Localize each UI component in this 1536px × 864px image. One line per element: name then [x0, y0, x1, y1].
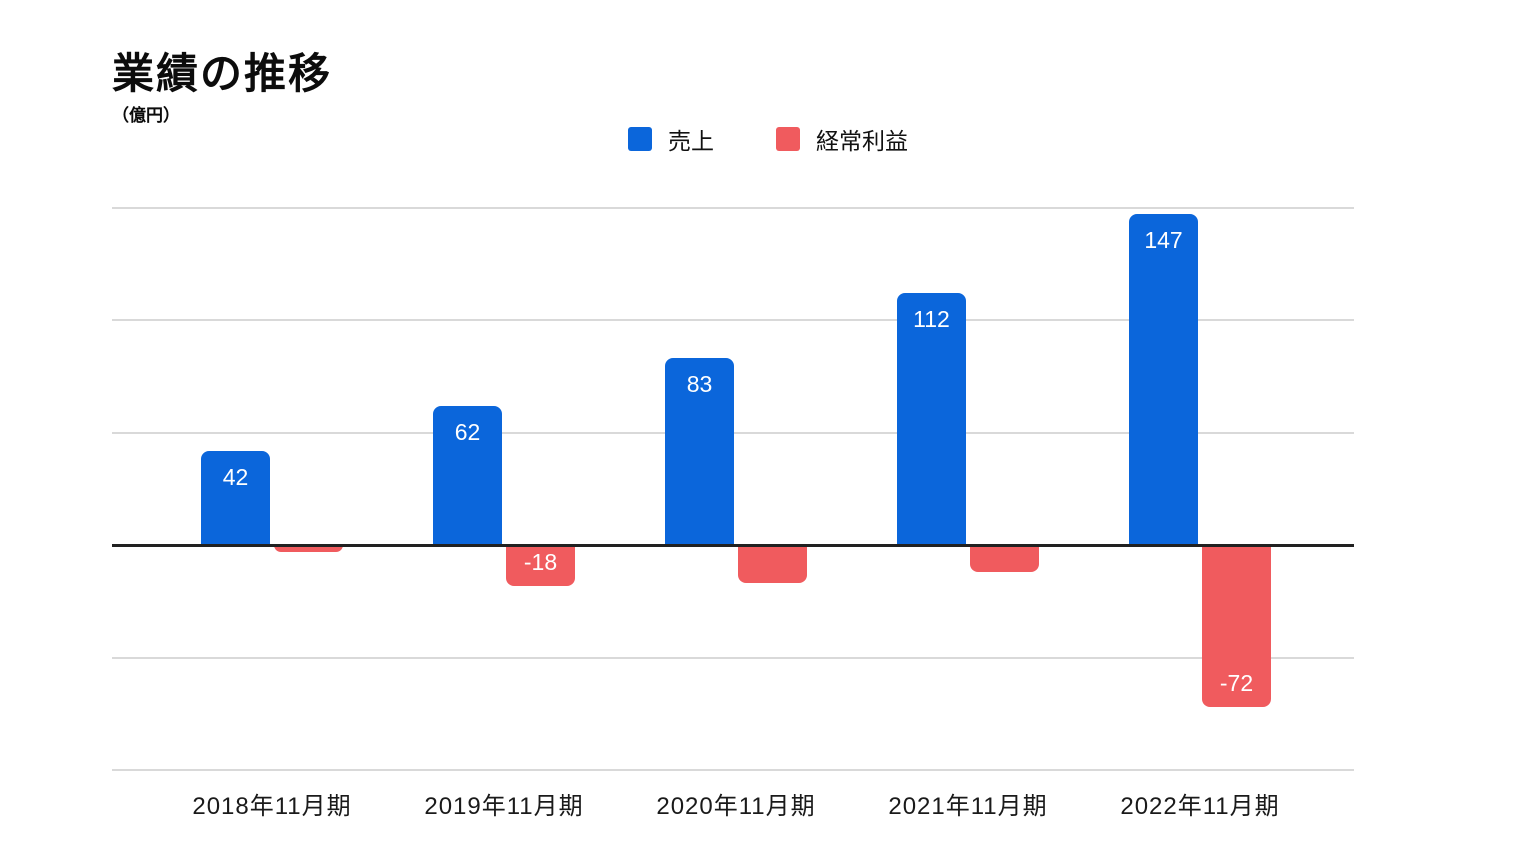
legend-label: 売上	[668, 128, 714, 154]
bar-経常利益-2019年11月期	[506, 545, 575, 586]
legend-swatch-icon	[628, 127, 652, 151]
gridline	[112, 206, 1354, 209]
unit-label: （億円）	[112, 106, 180, 125]
bar-売上-2022年11月期	[1129, 214, 1198, 545]
x-axis-label: 2022年11月期	[1120, 793, 1280, 820]
x-axis-label: 2021年11月期	[888, 793, 1048, 820]
x-axis-label: 2020年11月期	[656, 793, 816, 820]
bar-経常利益-2021年11月期	[970, 545, 1039, 572]
x-axis-label: 2019年11月期	[424, 793, 584, 820]
zero-axis-line	[112, 543, 1354, 547]
bar-value-label: 147	[1144, 227, 1183, 254]
legend-swatch-icon	[776, 127, 800, 151]
chart-title: 業績の推移	[112, 50, 333, 97]
bar-経常利益-2018年11月期	[274, 545, 343, 552]
bar-経常利益-2022年11月期	[1202, 545, 1271, 707]
bar-経常利益-2020年11月期	[738, 545, 807, 584]
bar-value-label: 62	[454, 418, 481, 445]
bar-売上-2019年11月期	[433, 405, 502, 545]
gridline	[112, 319, 1354, 321]
bar-value-label: -18	[523, 548, 558, 575]
legend-item-0: 売上	[628, 122, 714, 156]
gridline	[112, 769, 1354, 771]
bar-value-label: -72	[1219, 670, 1254, 696]
x-axis-label: 2018年11月期	[192, 793, 352, 820]
legend-label: 経常利益	[816, 128, 908, 154]
legend: 売上 経常利益	[0, 122, 1536, 156]
bar-売上-2018年11月期	[201, 450, 270, 545]
bar-売上-2021年11月期	[897, 293, 966, 545]
gridline	[112, 656, 1354, 659]
bar-value-label: 112	[913, 306, 950, 332]
bar-value-label: 83	[686, 371, 713, 398]
legend-item-1: 経常利益	[776, 122, 908, 156]
bar-売上-2020年11月期	[665, 358, 734, 545]
bar-value-label: 42	[222, 463, 249, 490]
